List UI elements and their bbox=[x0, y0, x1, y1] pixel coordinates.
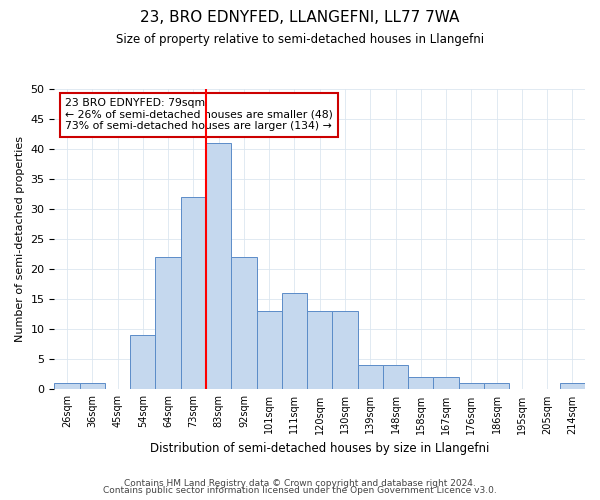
Bar bbox=[560, 384, 585, 390]
Bar bbox=[307, 312, 332, 390]
Y-axis label: Number of semi-detached properties: Number of semi-detached properties bbox=[15, 136, 25, 342]
Bar bbox=[130, 336, 155, 390]
Bar bbox=[257, 312, 282, 390]
Bar bbox=[484, 384, 509, 390]
Bar bbox=[458, 384, 484, 390]
Bar bbox=[332, 312, 358, 390]
Text: Size of property relative to semi-detached houses in Llangefni: Size of property relative to semi-detach… bbox=[116, 32, 484, 46]
Bar bbox=[231, 257, 257, 390]
Bar bbox=[433, 378, 458, 390]
Text: Contains HM Land Registry data © Crown copyright and database right 2024.: Contains HM Land Registry data © Crown c… bbox=[124, 478, 476, 488]
Text: Contains public sector information licensed under the Open Government Licence v3: Contains public sector information licen… bbox=[103, 486, 497, 495]
Bar bbox=[155, 257, 181, 390]
Text: 23, BRO EDNYFED, LLANGEFNI, LL77 7WA: 23, BRO EDNYFED, LLANGEFNI, LL77 7WA bbox=[140, 10, 460, 25]
X-axis label: Distribution of semi-detached houses by size in Llangefni: Distribution of semi-detached houses by … bbox=[150, 442, 490, 455]
Bar bbox=[181, 197, 206, 390]
Bar bbox=[408, 378, 433, 390]
Bar bbox=[80, 384, 105, 390]
Bar bbox=[55, 384, 80, 390]
Bar bbox=[383, 366, 408, 390]
Text: 23 BRO EDNYFED: 79sqm
← 26% of semi-detached houses are smaller (48)
73% of semi: 23 BRO EDNYFED: 79sqm ← 26% of semi-deta… bbox=[65, 98, 333, 131]
Bar bbox=[282, 294, 307, 390]
Bar bbox=[358, 366, 383, 390]
Bar bbox=[206, 143, 231, 390]
